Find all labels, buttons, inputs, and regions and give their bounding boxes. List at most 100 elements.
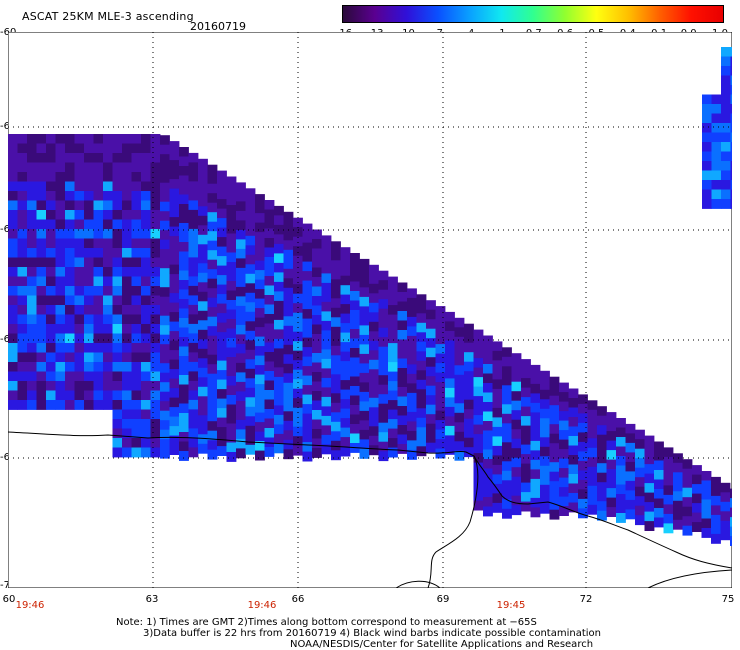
colorbar <box>342 5 724 23</box>
swath-cell <box>578 413 588 424</box>
swath-cell <box>179 403 189 414</box>
coastline-east <box>647 569 732 588</box>
swath-cell <box>46 248 56 258</box>
swath-cell <box>502 375 512 386</box>
swath-cell <box>445 425 455 436</box>
swath-cell <box>549 376 560 387</box>
swath-cell <box>198 177 208 188</box>
swath-cell <box>198 253 208 264</box>
swath-cell <box>93 400 104 410</box>
swath-cell <box>559 411 569 421</box>
swath-cell <box>492 341 503 352</box>
swath-cell <box>416 351 427 362</box>
swath-cell <box>264 257 275 267</box>
swath-cell <box>682 506 693 517</box>
swath-cell <box>245 416 256 427</box>
swath-cell <box>388 286 398 296</box>
swath-cell <box>568 493 579 503</box>
swath-cell <box>84 286 94 296</box>
swath-cell <box>236 267 246 278</box>
swath-cell <box>160 154 170 165</box>
swath-cell <box>36 200 47 211</box>
swath-cell <box>597 482 607 493</box>
lon-label-72: 72 <box>579 594 593 605</box>
swath-cell <box>74 286 85 296</box>
swath-cell <box>141 267 151 277</box>
swath-cell <box>397 292 408 302</box>
swath-cell <box>654 460 664 471</box>
swath-cell <box>236 353 246 364</box>
swath-cell <box>150 134 161 144</box>
swath-cell <box>122 172 132 182</box>
swath-cell <box>473 424 484 435</box>
swath-cell <box>492 502 503 513</box>
swath-cell <box>692 512 702 523</box>
swath-cell <box>74 238 85 249</box>
swath-cell <box>711 495 721 506</box>
swath-cell <box>302 404 313 414</box>
swath-cell <box>454 441 465 452</box>
swath-cell <box>587 428 598 439</box>
swath-cell <box>293 265 303 276</box>
swath-cell <box>721 170 731 181</box>
swath-cell <box>150 409 161 420</box>
swath-cell <box>606 497 617 508</box>
swath-cell <box>103 162 113 173</box>
swath-cell <box>350 310 360 320</box>
swath-cell <box>721 113 731 124</box>
swath-cell <box>65 286 75 296</box>
swath-cell <box>426 376 436 387</box>
swath-cell <box>511 400 522 411</box>
graticule <box>8 32 732 588</box>
swath-cell <box>283 316 294 327</box>
swath-cell <box>321 368 332 379</box>
swath-cell <box>445 406 455 417</box>
swath-cell <box>122 428 132 439</box>
swath-cell <box>207 345 218 356</box>
swath-cell <box>150 286 161 296</box>
swath-cell <box>359 277 370 288</box>
swath-cell <box>217 180 227 190</box>
swath-cell <box>245 188 256 199</box>
swath-cell <box>702 113 712 124</box>
swath-cell <box>169 350 180 360</box>
swath-cell <box>103 343 113 353</box>
swath-cell <box>46 362 56 372</box>
swath-cell <box>682 516 693 527</box>
swath-cell <box>150 153 161 163</box>
swath-cell <box>93 162 104 173</box>
swath-cell <box>150 428 161 439</box>
swath-cell <box>141 371 151 382</box>
swath-cell <box>340 351 351 362</box>
swath-cell <box>549 386 560 397</box>
swath-cell <box>559 477 569 488</box>
swath-cell <box>302 442 313 452</box>
swath-cell <box>426 338 436 349</box>
swath-cell <box>654 498 664 509</box>
swath-cell <box>559 392 569 402</box>
swath-cell <box>568 483 579 494</box>
swath-cell <box>55 286 66 296</box>
swath-cell <box>530 459 541 470</box>
swath-cell <box>179 242 189 252</box>
swath-cell <box>8 143 18 154</box>
swath-cell <box>264 361 275 372</box>
swath-cell <box>606 488 617 498</box>
swath-cell <box>721 132 731 143</box>
swath-cell <box>264 447 275 457</box>
swath-cell <box>255 346 265 356</box>
swath-cell <box>264 428 275 438</box>
swath-cell <box>711 533 721 544</box>
swath-cell <box>369 426 379 437</box>
swath-cell <box>654 508 664 518</box>
swath-cell <box>369 312 379 323</box>
swath-cell <box>511 495 522 506</box>
swath-cell <box>46 143 56 154</box>
swath-cell <box>445 368 455 379</box>
swath-cell <box>730 123 732 133</box>
swath-cell <box>682 478 693 489</box>
swath-cell <box>492 398 503 409</box>
swath-cell <box>122 438 132 448</box>
swath-cell <box>65 143 75 154</box>
swath-cell <box>416 408 427 419</box>
